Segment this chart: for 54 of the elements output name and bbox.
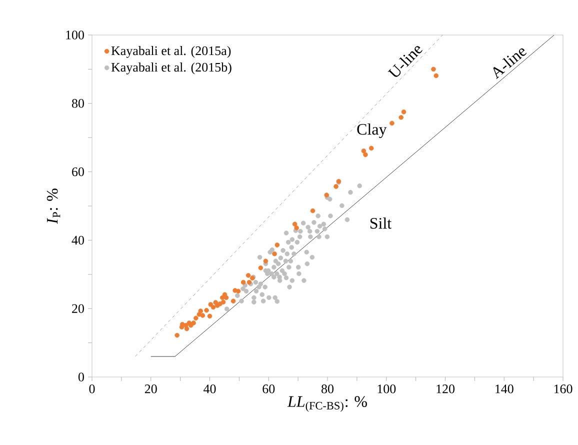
y-tick-label: 0 (78, 372, 84, 382)
legend-label: Kayabali et al. (2015b) (111, 62, 232, 74)
point (191, 320, 196, 326)
point (224, 295, 229, 300)
point (207, 314, 212, 319)
point (361, 148, 366, 154)
point (174, 332, 180, 338)
point (246, 273, 251, 278)
point (390, 120, 394, 126)
point (292, 222, 298, 227)
point (334, 184, 338, 189)
x-tick-label: 40 (204, 384, 216, 394)
point (434, 73, 439, 78)
y-tick-label: 20 (72, 304, 84, 313)
y-tick-label: 100 (66, 30, 84, 40)
x-tick-label: 100 (378, 384, 396, 394)
point (263, 258, 268, 264)
x-tick-label: 80 (322, 384, 334, 394)
x-tick-label: 0 (89, 384, 95, 394)
point (310, 208, 316, 214)
y-tick-label: 80 (72, 99, 84, 108)
x-tick-label: 140 (496, 384, 514, 394)
x-tick-label: 120 (436, 384, 455, 394)
y-tick-label: 40 (72, 236, 84, 245)
x-tick-label: 160 (554, 384, 572, 394)
point (210, 304, 216, 310)
point (398, 115, 404, 120)
annotation: Silt (370, 217, 392, 229)
x-axis-title: LL$_{(FC-BS)}$: % (287, 396, 367, 412)
point (368, 146, 374, 151)
point (236, 288, 241, 294)
point (294, 225, 299, 230)
point (274, 242, 280, 248)
point (258, 266, 264, 270)
y-axis-title: I$_{P}$: % (46, 188, 60, 224)
point (204, 308, 209, 313)
point (230, 298, 236, 304)
x-tick-label: 20 (144, 384, 157, 394)
y-tick-label: 60 (72, 167, 84, 176)
point (194, 316, 198, 321)
x-tick-label: 60 (262, 384, 275, 394)
point (401, 110, 406, 114)
legend-label: Kayabali et al. (2015a) (111, 46, 231, 58)
point (200, 313, 206, 318)
point (220, 300, 226, 304)
point (363, 152, 368, 158)
point (324, 192, 330, 198)
point (184, 326, 190, 332)
point (208, 302, 214, 307)
point (240, 280, 246, 285)
annotation: Clay (357, 123, 387, 138)
point (431, 66, 436, 72)
point (272, 251, 277, 256)
point (198, 308, 204, 314)
